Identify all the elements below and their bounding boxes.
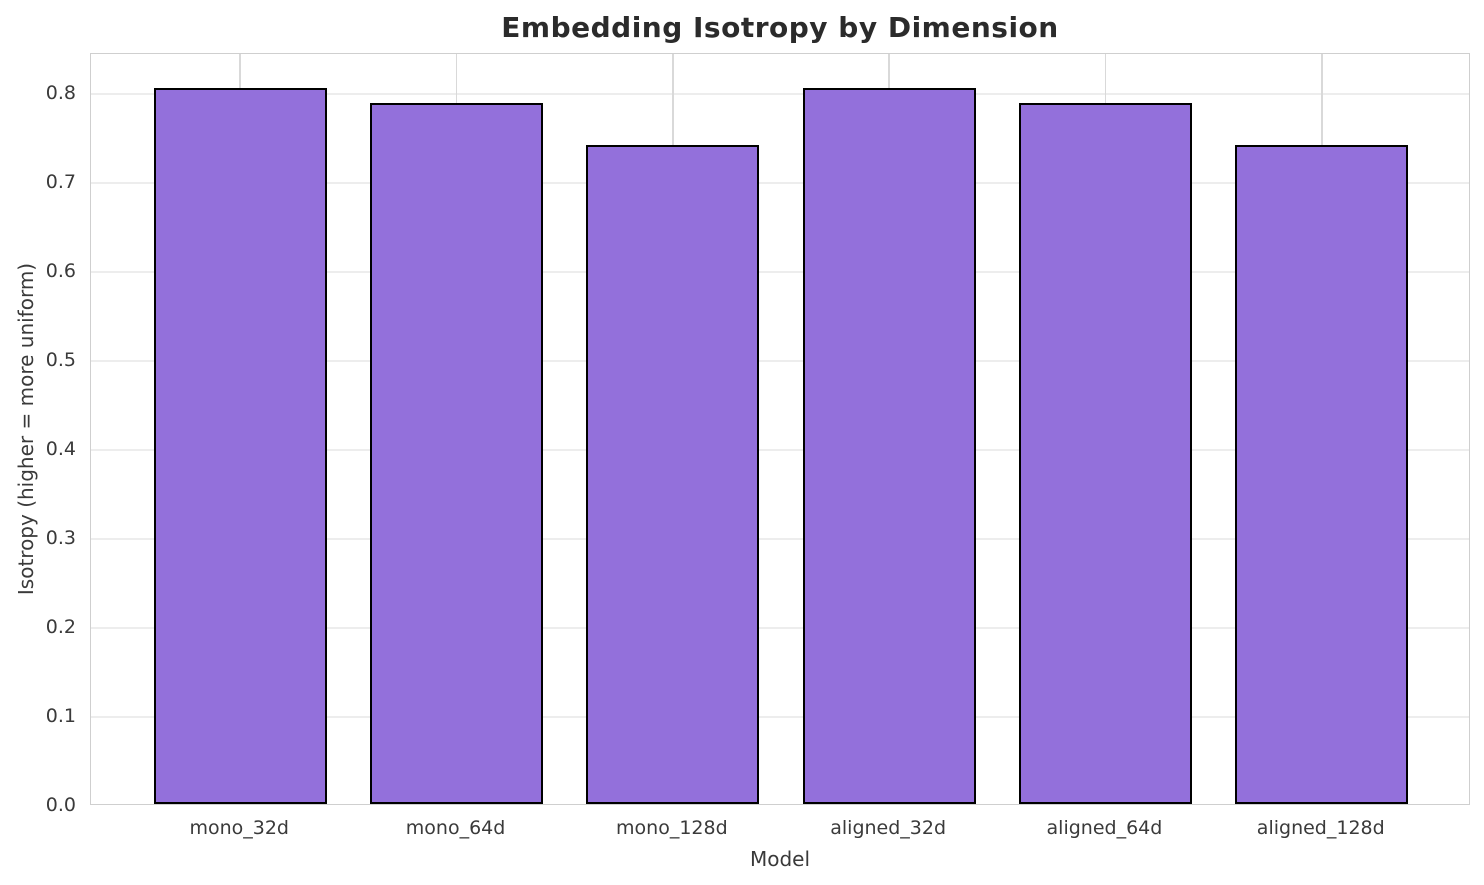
y-tick-label: 0.2 — [45, 615, 76, 638]
bar-aligned_64d — [1018, 102, 1192, 804]
x-tick-label-mono_128d: mono_128d — [616, 817, 728, 839]
chart-title: Embedding Isotropy by Dimension — [501, 11, 1059, 44]
y-tick-label: 0.8 — [45, 81, 76, 104]
y-tick-label: 0.1 — [45, 704, 76, 727]
gridline-horizontal — [91, 182, 1469, 184]
x-axis-label: Model — [749, 847, 811, 871]
gridline-horizontal — [91, 538, 1469, 540]
x-tick-label-aligned_64d: aligned_64d — [1046, 817, 1163, 839]
plot-area — [90, 53, 1470, 805]
gridline-horizontal — [91, 271, 1469, 273]
bar-mono_128d — [586, 145, 760, 804]
y-tick-label: 0.4 — [45, 437, 76, 460]
y-tick-label: 0.7 — [45, 170, 76, 193]
bar-aligned_128d — [1235, 145, 1409, 804]
gridline-horizontal — [91, 716, 1469, 718]
x-tick-label-mono_64d: mono_64d — [405, 817, 506, 839]
bar-mono_64d — [370, 102, 544, 804]
gridline-horizontal — [91, 93, 1469, 95]
x-tick-label-aligned_128d: aligned_128d — [1256, 817, 1385, 839]
y-tick-label: 0.3 — [45, 526, 76, 549]
gridline-horizontal — [91, 449, 1469, 451]
bar-aligned_32d — [802, 87, 976, 804]
x-tick-label-aligned_32d: aligned_32d — [830, 817, 947, 839]
bar-mono_32d — [153, 87, 327, 804]
gridline-horizontal — [91, 627, 1469, 629]
gridline-horizontal — [91, 360, 1469, 362]
y-tick-label: 0.0 — [45, 793, 76, 816]
y-tick-label: 0.6 — [45, 259, 76, 282]
y-tick-label: 0.5 — [45, 348, 76, 371]
x-tick-label-mono_32d: mono_32d — [189, 817, 290, 839]
